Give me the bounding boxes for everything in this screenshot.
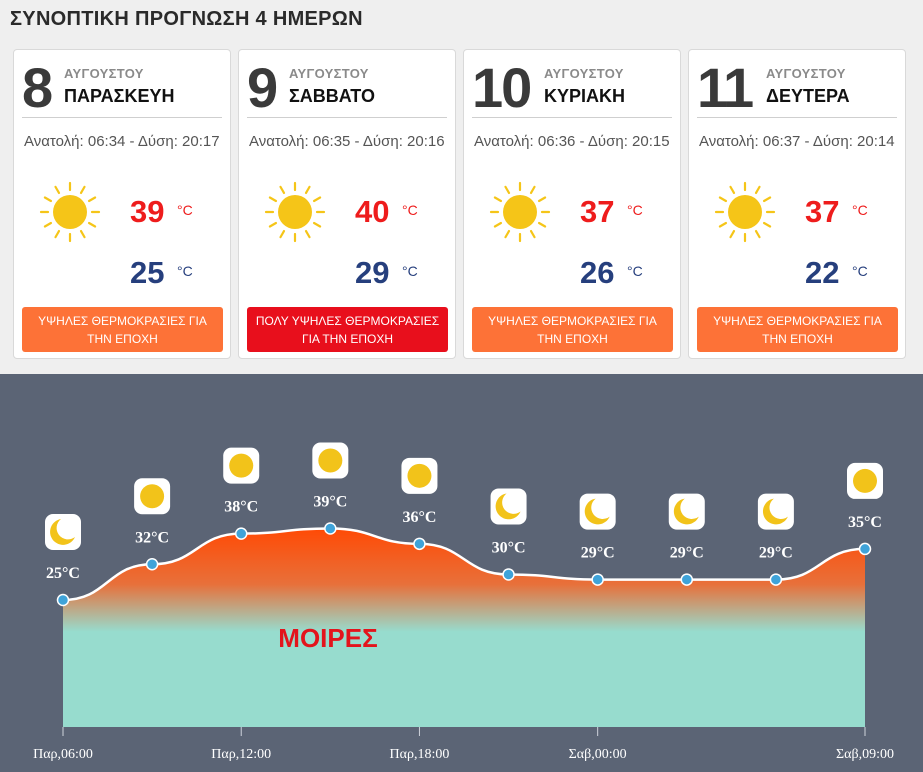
moon-icon xyxy=(757,493,794,530)
divider xyxy=(472,117,672,118)
temperature-point[interactable] xyxy=(502,568,515,581)
temperature-point[interactable] xyxy=(680,573,694,586)
day-card[interactable]: 9 ΑΥΓΟΥΣΤΟΥ ΣΑΒΒΑΤΟ Ανατολή: 06:35 - Δύσ… xyxy=(238,49,456,359)
day-number: 9 xyxy=(247,56,278,119)
min-temp: 26 xyxy=(580,255,615,290)
day-number: 11 xyxy=(697,56,754,119)
temperature-point[interactable] xyxy=(234,527,248,540)
sun-icon xyxy=(312,442,349,479)
day-number: 10 xyxy=(472,56,532,119)
divider xyxy=(22,117,222,118)
month-label: ΑΥΓΟΥΣΤΟΥ xyxy=(766,66,846,81)
heat-warning-badge: ΥΨΗΛΕΣ ΘΕΡΜΟΚΡΑΣΙΕΣ ΓΙΑ ΤΗΝ ΕΠΟΧΗ xyxy=(22,307,223,352)
min-temp-unit: °C xyxy=(852,263,868,279)
temperature-point[interactable] xyxy=(413,537,426,551)
day-number: 8 xyxy=(22,56,53,119)
temperature-point[interactable] xyxy=(145,558,159,571)
min-temp-unit: °C xyxy=(402,263,418,279)
sunrise-sunset: Ανατολή: 06:36 - Δύση: 20:15 xyxy=(474,133,670,150)
min-temp: 29 xyxy=(355,255,390,290)
temperature-label: 29°C xyxy=(670,545,704,562)
watermark-text: ΜΟΙΡΕΣ xyxy=(278,623,377,653)
temperature-point[interactable] xyxy=(56,593,70,607)
weekday-label: ΚΥΡΙΑΚΗ xyxy=(544,86,626,106)
temperature-label: 30°C xyxy=(492,539,526,556)
temperature-point[interactable] xyxy=(324,522,337,535)
min-temp-unit: °C xyxy=(177,263,193,279)
heat-warning-badge: ΥΨΗΛΕΣ ΘΕΡΜΟΚΡΑΣΙΕΣ ΓΙΑ ΤΗΝ ΕΠΟΧΗ xyxy=(697,307,898,352)
sun-icon xyxy=(489,181,551,243)
hourly-temperature-chart: ΜΟΙΡΕΣ Παρ,06:00 Παρ,12:00 Παρ,18:00 Σαβ,00:… xyxy=(33,442,894,762)
min-temp-unit: °C xyxy=(627,263,643,279)
sunrise-sunset: Ανατολή: 06:35 - Δύση: 20:16 xyxy=(249,133,445,150)
divider xyxy=(697,117,897,118)
divider xyxy=(247,117,447,118)
weekday-label: ΣΑΒΒΑΤΟ xyxy=(289,86,375,106)
max-temp: 37 xyxy=(805,194,840,229)
sun-icon xyxy=(264,181,326,243)
moon-icon xyxy=(579,493,616,530)
page-title: ΣΥΝΟΠΤΙΚΗ ΠΡΟΓΝΩΣΗ 4 ΗΜΕΡΩΝ xyxy=(10,8,363,30)
max-temp: 37 xyxy=(580,194,615,229)
temperature-point[interactable] xyxy=(769,573,783,586)
max-temp-unit: °C xyxy=(402,202,418,218)
sun-icon xyxy=(401,457,438,494)
heat-warning-badge: ΠΟΛΥ ΥΨΗΛΕΣ ΘΕΡΜΟΚΡΑΣΙΕΣ ΓΙΑ ΤΗΝ ΕΠΟΧΗ xyxy=(247,307,448,352)
temperature-point[interactable] xyxy=(591,573,604,586)
sun-icon xyxy=(223,447,260,484)
day-card[interactable]: 8 ΑΥΓΟΥΣΤΟΥ ΠΑΡΑΣΚΕΥΗ Ανατολή: 06:34 - Δ… xyxy=(13,49,231,359)
temperature-label: 29°C xyxy=(581,545,615,562)
sun-icon xyxy=(134,478,171,515)
x-tick-label: Σαβ,00:00 xyxy=(569,747,627,762)
x-tick-label: Παρ,12:00 xyxy=(211,747,271,762)
sunrise-sunset: Ανατολή: 06:34 - Δύση: 20:17 xyxy=(24,133,220,150)
temperature-label: 29°C xyxy=(759,545,793,562)
temperature-area xyxy=(63,528,865,727)
temperature-point[interactable] xyxy=(858,542,872,556)
max-temp-unit: °C xyxy=(177,202,193,218)
sun-icon xyxy=(714,181,776,243)
sun-icon xyxy=(39,181,101,243)
weekday-label: ΔΕΥΤΕΡΑ xyxy=(766,86,850,106)
max-temp-unit: °C xyxy=(627,202,643,218)
temperature-label: 39°C xyxy=(313,494,347,511)
day-card[interactable]: 11 ΑΥΓΟΥΣΤΟΥ ΔΕΥΤΕΡΑ Ανατολή: 06:37 - Δύ… xyxy=(688,49,906,359)
moon-icon xyxy=(668,493,705,530)
x-tick-label: Παρ,06:00 xyxy=(33,747,93,762)
min-temp: 22 xyxy=(805,255,840,290)
weekday-label: ΠΑΡΑΣΚΕΥΗ xyxy=(64,86,175,106)
forecast-cards: 8 ΑΥΓΟΥΣΤΟΥ ΠΑΡΑΣΚΕΥΗ Ανατολή: 06:34 - Δ… xyxy=(13,49,911,360)
temperature-line xyxy=(62,527,866,602)
x-tick-label: Σαβ,09:00 xyxy=(836,747,894,762)
moon-icon xyxy=(45,514,81,550)
hourly-chart-panel: ΜΟΙΡΕΣ Παρ,06:00 Παρ,12:00 Παρ,18:00 Σαβ,00:… xyxy=(0,374,923,772)
heat-warning-badge: ΥΨΗΛΕΣ ΘΕΡΜΟΚΡΑΣΙΕΣ ΓΙΑ ΤΗΝ ΕΠΟΧΗ xyxy=(472,307,673,352)
temperature-label: 38°C xyxy=(224,499,258,516)
sun-icon xyxy=(847,462,883,499)
temperature-label: 32°C xyxy=(135,529,169,546)
min-temp: 25 xyxy=(130,255,165,290)
temperature-label: 35°C xyxy=(848,514,882,531)
temperature-label: 36°C xyxy=(402,509,436,526)
month-label: ΑΥΓΟΥΣΤΟΥ xyxy=(289,66,369,81)
x-tick-label: Παρ,18:00 xyxy=(390,747,450,762)
moon-icon xyxy=(490,488,527,525)
day-card[interactable]: 10 ΑΥΓΟΥΣΤΟΥ ΚΥΡΙΑΚΗ Ανατολή: 06:36 - Δύ… xyxy=(463,49,681,359)
sunrise-sunset: Ανατολή: 06:37 - Δύση: 20:14 xyxy=(699,133,895,150)
max-temp: 40 xyxy=(355,194,390,229)
max-temp-unit: °C xyxy=(852,202,868,218)
month-label: ΑΥΓΟΥΣΤΟΥ xyxy=(544,66,624,81)
temperature-label: 25°C xyxy=(46,565,80,582)
max-temp: 39 xyxy=(130,194,165,229)
month-label: ΑΥΓΟΥΣΤΟΥ xyxy=(64,66,144,81)
